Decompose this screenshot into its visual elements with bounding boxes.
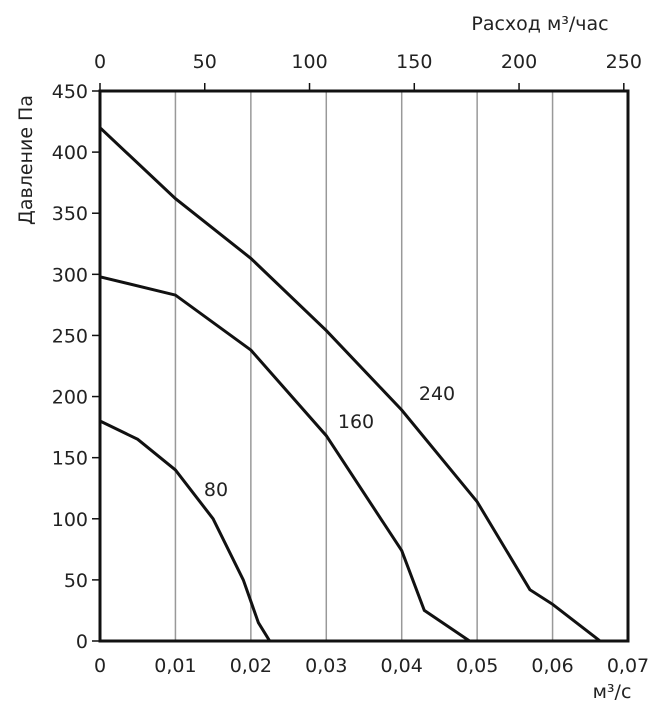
y-tick-label: 400 — [52, 142, 88, 164]
x-tick-label: 0,07 — [607, 655, 649, 677]
x2-tick-label: 250 — [606, 51, 642, 73]
x-tick-label: 0,01 — [154, 655, 196, 677]
curve — [98, 126, 602, 643]
x-tick-label: 0,02 — [230, 655, 272, 677]
curve-label: 240 — [419, 383, 455, 405]
y-tick-label: 50 — [64, 570, 88, 592]
y-axis-label: Давление Па — [15, 95, 37, 225]
curve — [99, 419, 271, 642]
curve — [99, 275, 471, 643]
x-tick-label: 0,05 — [456, 655, 498, 677]
plot-frame — [98, 89, 630, 643]
x2-tick-label: 200 — [501, 51, 537, 73]
y-tick-label: 300 — [52, 264, 88, 286]
y-tick-label: 450 — [52, 81, 88, 103]
x2-axis-label: Расход м³/час — [471, 13, 608, 35]
x-tick-label: 0,06 — [531, 655, 573, 677]
curve-label: 160 — [338, 411, 374, 433]
y-tick-label: 200 — [52, 387, 88, 409]
x2-tick-label: 150 — [396, 51, 432, 73]
x-tick-label: 0 — [94, 655, 106, 677]
x2-tick-label: 0 — [94, 51, 106, 73]
x2-tick-label: 100 — [291, 51, 327, 73]
y-tick-label: 250 — [52, 325, 88, 347]
y-tick-label: 100 — [52, 509, 88, 531]
curve-label: 80 — [204, 479, 228, 501]
x2-tick-label: 50 — [193, 51, 217, 73]
x-tick-label: 0,03 — [305, 655, 347, 677]
y-tick-label: 350 — [52, 203, 88, 225]
y-tick-label: 150 — [52, 448, 88, 470]
y-tick-label: 0 — [76, 631, 88, 653]
x-tick-label: 0,04 — [381, 655, 423, 677]
x-axis-label: м³/с — [593, 681, 632, 703]
